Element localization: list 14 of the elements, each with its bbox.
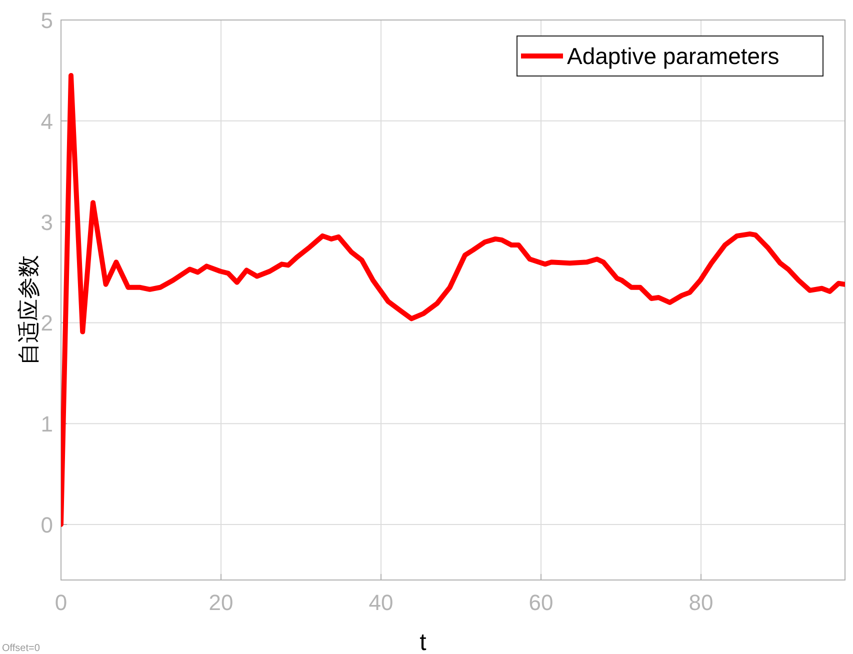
y-tick-label: 0 <box>40 512 53 538</box>
y-tick-label: 2 <box>40 310 53 336</box>
y-tick-label: 5 <box>40 8 53 33</box>
x-tick-label: 60 <box>528 590 554 615</box>
y-tick-label: 3 <box>40 210 53 235</box>
x-tick-label: 80 <box>688 590 714 615</box>
legend-label: Adaptive parameters <box>567 43 780 69</box>
x-axis-title: t <box>420 629 427 654</box>
y-tick-label: 1 <box>40 412 53 437</box>
x-tick-label: 20 <box>208 590 234 615</box>
y-tick-label: 4 <box>40 108 53 134</box>
text: Offset=0 <box>2 643 40 654</box>
x-tick-label: 40 <box>368 590 394 615</box>
y-axis-title: 自适应参数 <box>16 255 41 365</box>
